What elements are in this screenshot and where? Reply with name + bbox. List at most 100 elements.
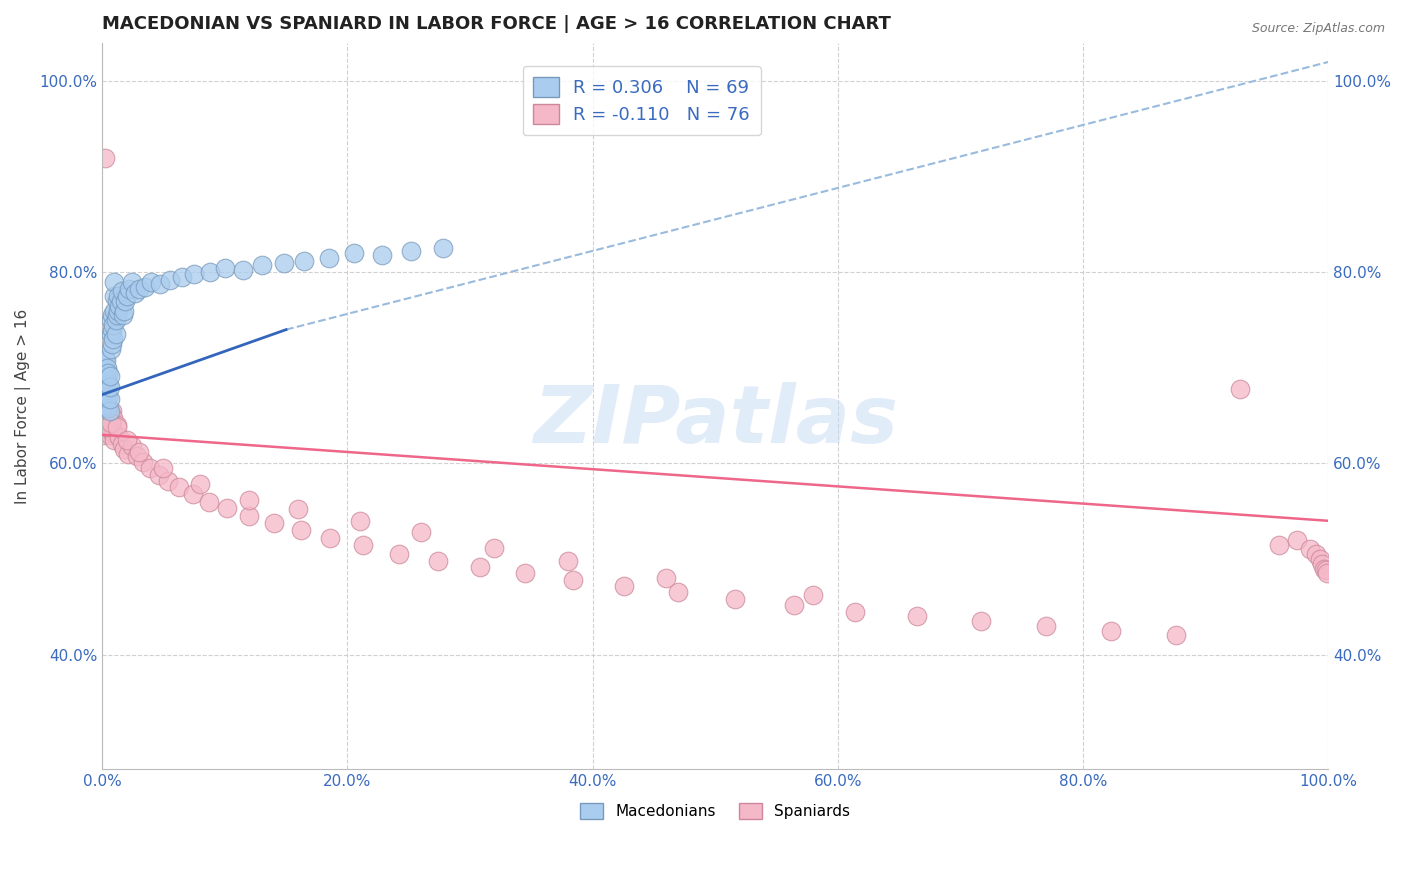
- Point: [100, 417, 122, 431]
- Point: [97, 404, 120, 418]
- Point: [112, 303, 135, 318]
- Point: [188, 477, 211, 491]
- Point: [107, 289, 129, 303]
- Point: [342, 246, 364, 260]
- Point: [1035, 619, 1057, 633]
- Point: [782, 598, 804, 612]
- Point: [103, 425, 125, 440]
- Point: [801, 588, 824, 602]
- Point: [103, 289, 125, 303]
- Point: [427, 554, 450, 568]
- Point: [110, 293, 132, 308]
- Point: [613, 579, 636, 593]
- Point: [131, 454, 153, 468]
- Point: [94, 420, 117, 434]
- Point: [98, 392, 121, 407]
- Point: [108, 299, 131, 313]
- Point: [107, 303, 129, 318]
- Point: [1229, 382, 1251, 396]
- Point: [183, 267, 205, 281]
- Point: [103, 275, 125, 289]
- Point: [290, 524, 312, 538]
- Point: [263, 516, 285, 530]
- Point: [844, 605, 866, 619]
- Point: [170, 270, 193, 285]
- Point: [273, 256, 295, 270]
- Point: [104, 313, 127, 327]
- Point: [101, 308, 124, 322]
- Point: [114, 293, 136, 308]
- Point: [94, 375, 117, 389]
- Point: [93, 390, 115, 404]
- Point: [93, 366, 115, 380]
- Point: [655, 571, 678, 585]
- Point: [294, 253, 316, 268]
- Point: [100, 327, 122, 342]
- Text: Source: ZipAtlas.com: Source: ZipAtlas.com: [1251, 22, 1385, 36]
- Point: [105, 293, 128, 308]
- Point: [349, 514, 371, 528]
- Point: [101, 404, 124, 418]
- Point: [468, 559, 491, 574]
- Point: [98, 427, 121, 442]
- Point: [103, 318, 125, 332]
- Point: [214, 260, 236, 275]
- Point: [94, 409, 117, 423]
- Point: [198, 494, 221, 508]
- Point: [388, 547, 411, 561]
- Point: [238, 492, 260, 507]
- Point: [98, 410, 121, 425]
- Point: [352, 538, 374, 552]
- Point: [152, 461, 174, 475]
- Point: [93, 370, 115, 384]
- Point: [93, 380, 115, 394]
- Point: [370, 248, 392, 262]
- Point: [112, 308, 135, 322]
- Point: [232, 263, 254, 277]
- Point: [93, 384, 115, 399]
- Point: [93, 351, 115, 366]
- Point: [159, 273, 181, 287]
- Point: [96, 399, 118, 413]
- Point: [96, 372, 118, 386]
- Point: [100, 342, 122, 356]
- Point: [198, 265, 221, 279]
- Point: [724, 592, 747, 607]
- Point: [97, 401, 120, 415]
- Point: [101, 337, 124, 351]
- Point: [1315, 564, 1337, 578]
- Point: [105, 308, 128, 322]
- Point: [149, 277, 172, 291]
- Point: [96, 360, 118, 375]
- Point: [1299, 542, 1322, 557]
- Point: [103, 332, 125, 346]
- Point: [97, 377, 120, 392]
- Point: [105, 420, 128, 434]
- Point: [148, 467, 170, 482]
- Point: [103, 410, 125, 425]
- Point: [124, 286, 146, 301]
- Point: [98, 404, 121, 418]
- Point: [93, 360, 115, 375]
- Text: ZIPatlas: ZIPatlas: [533, 382, 897, 459]
- Point: [287, 502, 309, 516]
- Point: [557, 554, 579, 568]
- Point: [115, 289, 138, 303]
- Point: [115, 433, 138, 447]
- Point: [101, 323, 124, 337]
- Point: [484, 541, 506, 555]
- Point: [1305, 547, 1327, 561]
- Y-axis label: In Labor Force | Age > 16: In Labor Force | Age > 16: [15, 309, 31, 504]
- Point: [96, 418, 118, 433]
- Point: [94, 399, 117, 413]
- Point: [128, 445, 150, 459]
- Point: [94, 366, 117, 380]
- Point: [970, 614, 993, 628]
- Point: [319, 531, 342, 545]
- Point: [93, 151, 115, 165]
- Point: [409, 525, 432, 540]
- Point: [111, 437, 134, 451]
- Point: [139, 461, 162, 475]
- Point: [98, 380, 121, 394]
- Point: [118, 283, 141, 297]
